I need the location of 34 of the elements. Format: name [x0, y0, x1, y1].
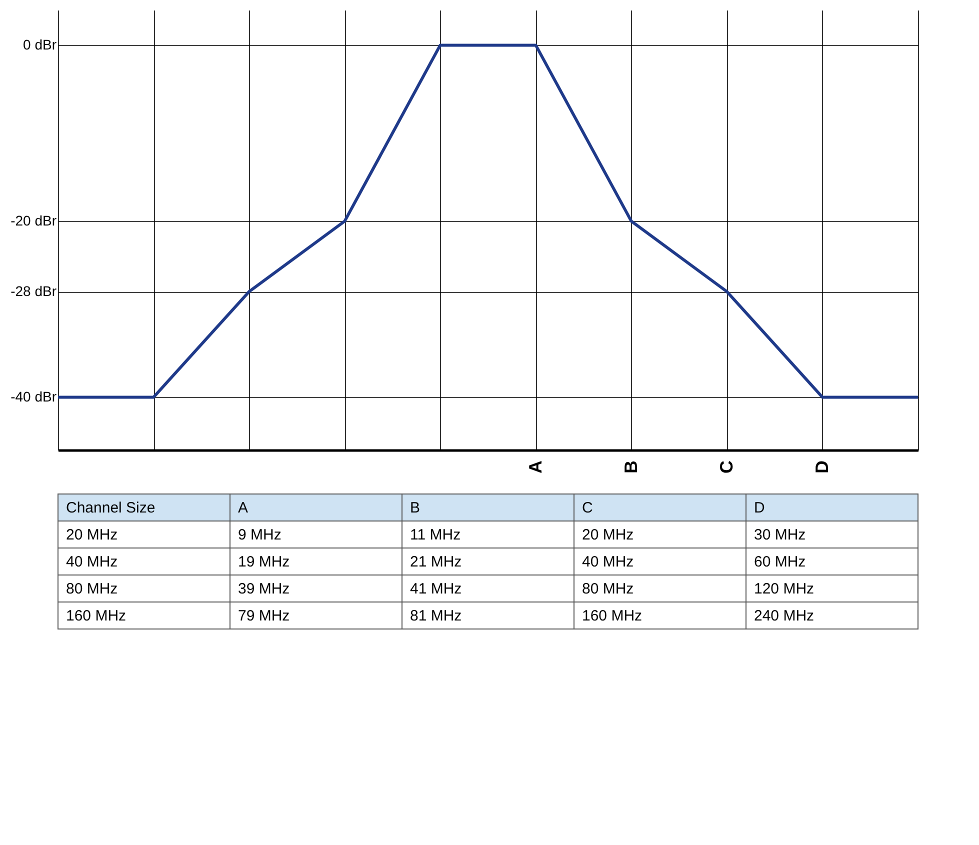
y-tick-label: -20 dBr [10, 212, 57, 229]
text: 21 MHz [410, 554, 462, 570]
x-tick-label: D [812, 460, 832, 474]
text: B [410, 500, 420, 516]
text: 60 MHz [754, 554, 806, 570]
text: 20 MHz [582, 526, 634, 544]
text: 81 MHz [410, 608, 462, 624]
text: 19 MHz [238, 554, 290, 570]
text: 160 MHz [66, 608, 126, 624]
x-tick-label: B [620, 460, 641, 474]
text: 80 MHz [66, 580, 118, 598]
text: 240 MHz [754, 608, 814, 624]
text: 39 MHz [238, 580, 290, 598]
y-tick-label: 0 dBr [23, 36, 57, 53]
y-tick-label: -28 dBr [10, 283, 57, 300]
text: 160 MHz [582, 608, 642, 624]
text: A [238, 500, 248, 516]
text: 80 MHz [582, 580, 634, 598]
line-series [56, 44, 920, 399]
x-tick-label: C [716, 460, 736, 474]
y-tick-label: -40 dBr [10, 388, 57, 405]
text: Channel Size [66, 500, 156, 516]
text: 9 MHz [238, 526, 282, 544]
text: 20 MHz [66, 526, 118, 544]
text: 79 MHz [238, 608, 290, 624]
text: D [754, 500, 765, 516]
text: C [582, 500, 593, 516]
text: 41 MHz [410, 580, 462, 598]
text: 11 MHz [410, 526, 461, 544]
x-tick-label: A [525, 460, 546, 474]
text: 120 MHz [754, 580, 814, 598]
text: 30 MHz [754, 526, 806, 544]
text: 40 MHz [66, 554, 118, 570]
text: 40 MHz [582, 554, 634, 570]
